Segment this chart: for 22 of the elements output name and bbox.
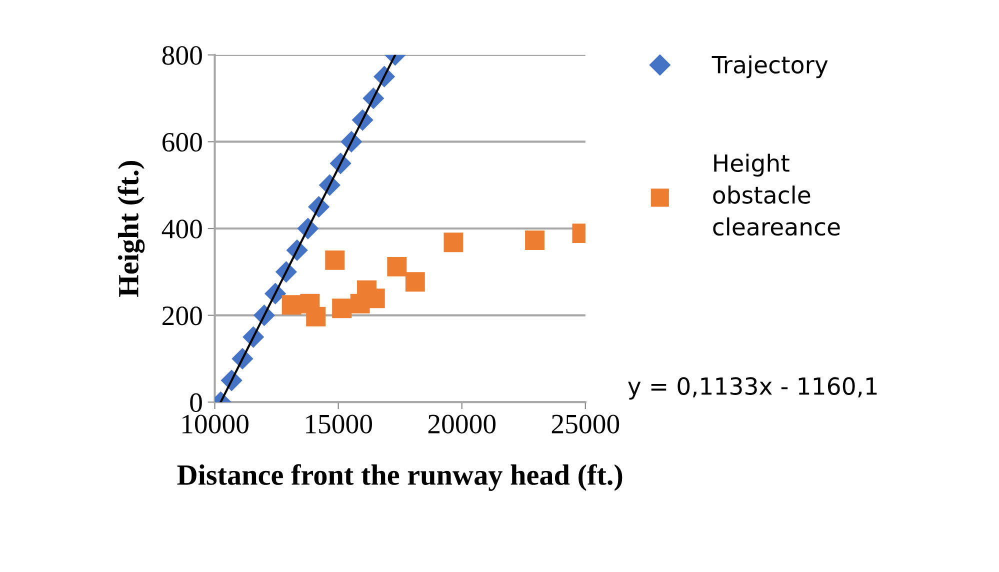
y-tick-label: 200 xyxy=(162,306,202,326)
point xyxy=(325,250,345,270)
point xyxy=(444,232,464,252)
point xyxy=(282,295,302,315)
legend-label: Height obstacle cleareance xyxy=(713,154,840,236)
y-axis-title: Height (ft.) xyxy=(118,160,145,297)
x-tick-label: 15000 xyxy=(306,414,372,434)
point xyxy=(387,256,407,276)
point xyxy=(525,230,544,250)
x-axis-title: Distance front the runway head (ft.) xyxy=(177,464,622,491)
point xyxy=(405,272,425,292)
x-tick-label: 20000 xyxy=(428,414,496,434)
point xyxy=(306,306,326,326)
x-tick-label: 10000 xyxy=(182,414,248,434)
point xyxy=(332,298,352,318)
y-tick-label: 400 xyxy=(162,220,202,238)
legend-label: Trajectory xyxy=(712,55,828,78)
y-tick-label: 0 xyxy=(190,393,202,412)
x-tick-label: 25000 xyxy=(552,414,620,434)
y-tick-label: 600 xyxy=(162,132,202,152)
text: y = 0,1133x - 1160,1 xyxy=(628,377,877,400)
y-tick-label: 800 xyxy=(162,46,202,65)
